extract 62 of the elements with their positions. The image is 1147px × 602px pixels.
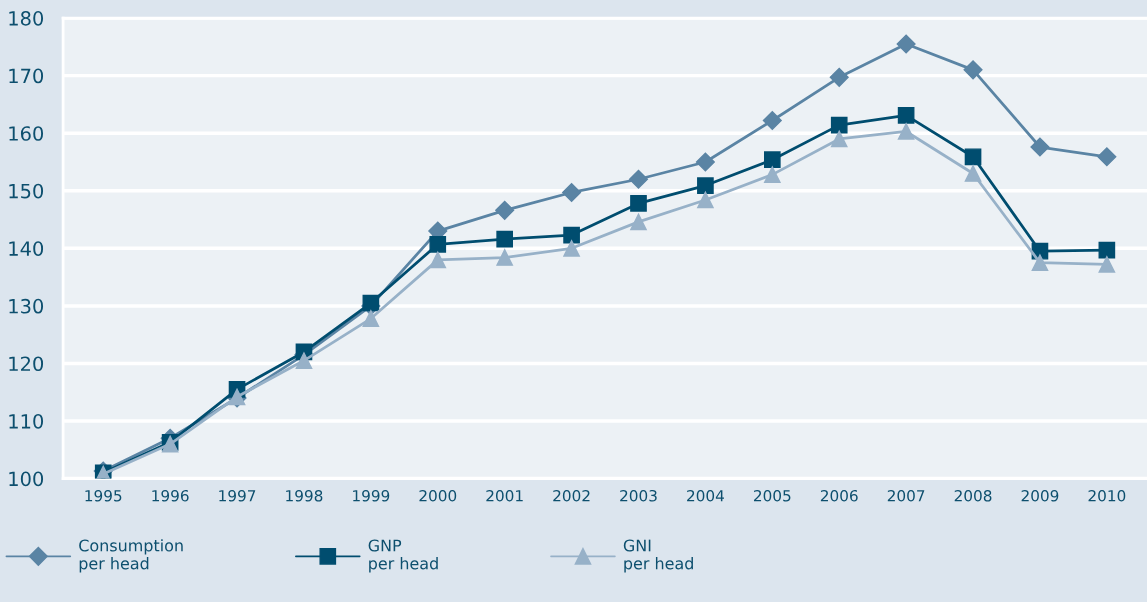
y-tick-label: 100 [9, 471, 44, 487]
point [964, 148, 982, 166]
x-tick-label: 2005 [753, 489, 791, 502]
point [495, 200, 515, 220]
y-tick-label: 110 [9, 413, 44, 429]
point [1031, 254, 1049, 272]
y-tick-label: 150 [9, 183, 44, 199]
point [697, 177, 714, 194]
x-tick-label: 2000 [419, 489, 457, 502]
point [1097, 147, 1117, 167]
x-tick-label: 2001 [486, 489, 523, 502]
x-tick-label: 2008 [954, 489, 992, 502]
x-tick-label: 1996 [152, 489, 189, 502]
point [362, 294, 380, 312]
legend-label: GNP per head [368, 539, 438, 573]
point [562, 182, 582, 203]
point [362, 310, 380, 327]
point [429, 251, 447, 269]
x-tick-label: 2009 [1021, 489, 1059, 502]
x-tick-label: 2010 [1088, 489, 1126, 502]
x-tick-label: 1999 [353, 489, 390, 502]
point [563, 239, 580, 257]
point [295, 352, 313, 369]
point [762, 110, 782, 131]
x-tick-label: 1995 [85, 489, 122, 502]
point [697, 191, 714, 209]
y-tick-label: 160 [9, 126, 44, 141]
point [896, 34, 916, 54]
point [1098, 256, 1116, 273]
point [897, 123, 915, 140]
x-tick-label: 2002 [553, 489, 590, 502]
point [830, 130, 848, 148]
point [1030, 137, 1050, 157]
point [763, 151, 781, 169]
point [695, 152, 715, 172]
x-tick-label: 1998 [286, 489, 323, 502]
legend-label: GNI per head [623, 539, 693, 573]
y-tick-label: 180 [9, 11, 44, 26]
point [630, 195, 647, 212]
point [563, 226, 580, 244]
y-tick-label: 130 [9, 298, 44, 314]
point [897, 107, 915, 124]
x-tick-label: 2003 [620, 489, 657, 502]
y-tick-label: 140 [9, 241, 44, 256]
point [496, 230, 514, 248]
x-tick-label: 2004 [687, 489, 724, 502]
point [963, 60, 983, 80]
point [964, 165, 982, 182]
point [1098, 241, 1116, 259]
y-tick-label: 170 [9, 68, 44, 84]
point [763, 166, 781, 183]
point [628, 169, 649, 189]
point [630, 213, 647, 231]
legend-label: Consumption per head [79, 539, 183, 573]
point [429, 235, 447, 253]
point [829, 67, 849, 87]
x-tick-label: 2007 [887, 489, 925, 502]
x-tick-label: 2006 [820, 489, 858, 502]
x-tick-label: 1997 [219, 489, 256, 502]
point [830, 116, 848, 134]
point [496, 249, 514, 266]
y-tick-label: 120 [9, 356, 44, 372]
